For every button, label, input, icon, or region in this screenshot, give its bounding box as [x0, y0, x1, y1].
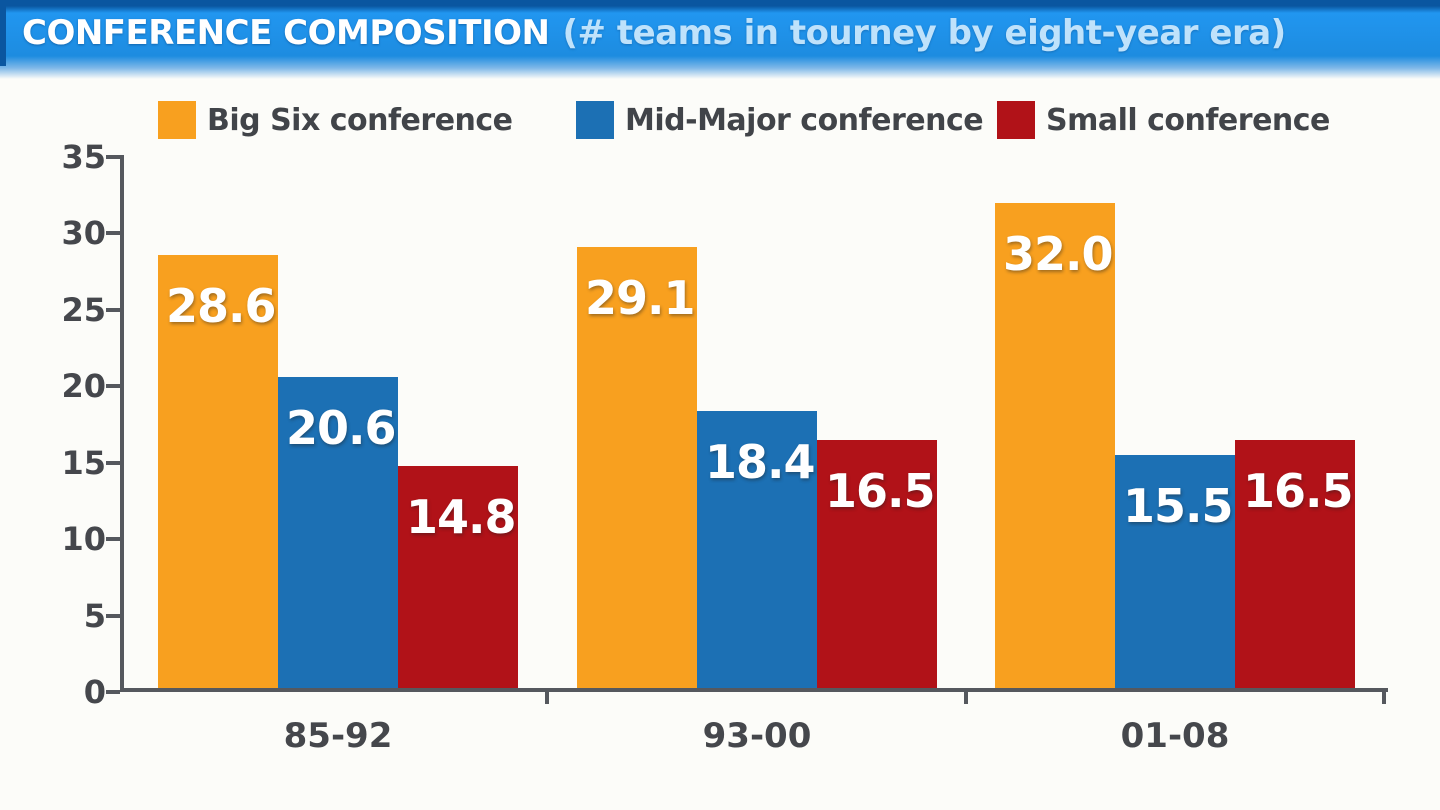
- legend-label: Big Six conference: [207, 102, 513, 138]
- bar: 14.8: [398, 466, 518, 692]
- x-axis-category-label: 85-92: [283, 716, 393, 756]
- y-axis-tick: [106, 231, 120, 236]
- x-axis: [120, 688, 1388, 692]
- bar-value-label: 32.0: [1003, 227, 1113, 281]
- legend-swatch: [576, 101, 614, 139]
- bar-value-label: 16.5: [1243, 464, 1353, 518]
- y-axis-tick-label: 15: [61, 443, 106, 482]
- y-axis-tick-label: 35: [61, 138, 106, 176]
- y-axis-tick: [106, 460, 120, 465]
- y-axis-tick-label: 5: [83, 596, 106, 635]
- bar: 20.6: [278, 377, 398, 692]
- bar-value-label: 14.8: [406, 490, 516, 544]
- title-bar-accent: [0, 0, 6, 66]
- legend-label: Mid-Major conference: [625, 102, 984, 138]
- bar: 16.5: [817, 440, 937, 692]
- bar: 18.4: [697, 411, 817, 692]
- bar-value-label: 15.5: [1123, 479, 1233, 533]
- bar-value-label: 28.6: [166, 279, 276, 333]
- y-axis-tick: [106, 613, 120, 618]
- bar-value-label: 20.6: [286, 401, 396, 455]
- y-axis-tick: [106, 307, 120, 312]
- y-axis-tick-label: 30: [61, 214, 106, 253]
- y-axis-tick: [106, 690, 120, 694]
- legend-item: Mid-Major conference: [576, 101, 984, 139]
- legend-item: Small conference: [997, 101, 1330, 139]
- chart-title: CONFERENCE COMPOSITION: [22, 13, 550, 53]
- y-axis-tick-label: 10: [61, 520, 106, 559]
- y-axis: [120, 155, 124, 692]
- x-axis-category-label: 01-08: [1120, 716, 1230, 756]
- x-axis-tick: [1382, 690, 1386, 704]
- y-axis-tick: [106, 537, 120, 542]
- y-axis-tick: [106, 384, 120, 389]
- y-axis-tick-label: 0: [83, 673, 106, 711]
- bar-value-label: 29.1: [585, 271, 695, 325]
- title-bar-content: CONFERENCE COMPOSITION (# teams in tourn…: [0, 0, 1440, 66]
- y-axis-tick-label: 25: [61, 290, 106, 329]
- x-axis-tick: [545, 690, 549, 704]
- bar: 15.5: [1115, 455, 1235, 692]
- y-axis-tick: [106, 155, 120, 159]
- legend-swatch: [997, 101, 1035, 139]
- bar: 28.6: [158, 255, 278, 692]
- bar-value-label: 16.5: [825, 464, 935, 518]
- chart-subtitle: (# teams in tourney by eight-year era): [562, 13, 1287, 53]
- bar: 29.1: [577, 247, 697, 692]
- legend-item: Big Six conference: [158, 101, 513, 139]
- legend-label: Small conference: [1046, 102, 1330, 138]
- y-axis-tick-label: 20: [61, 367, 106, 406]
- legend-swatch: [158, 101, 196, 139]
- bar: 32.0: [995, 203, 1115, 692]
- bar-value-label: 18.4: [705, 435, 815, 489]
- x-axis-category-label: 93-00: [702, 716, 812, 756]
- title-bar: CONFERENCE COMPOSITION (# teams in tourn…: [0, 0, 1440, 80]
- bar: 16.5: [1235, 440, 1355, 692]
- x-axis-tick: [964, 690, 968, 704]
